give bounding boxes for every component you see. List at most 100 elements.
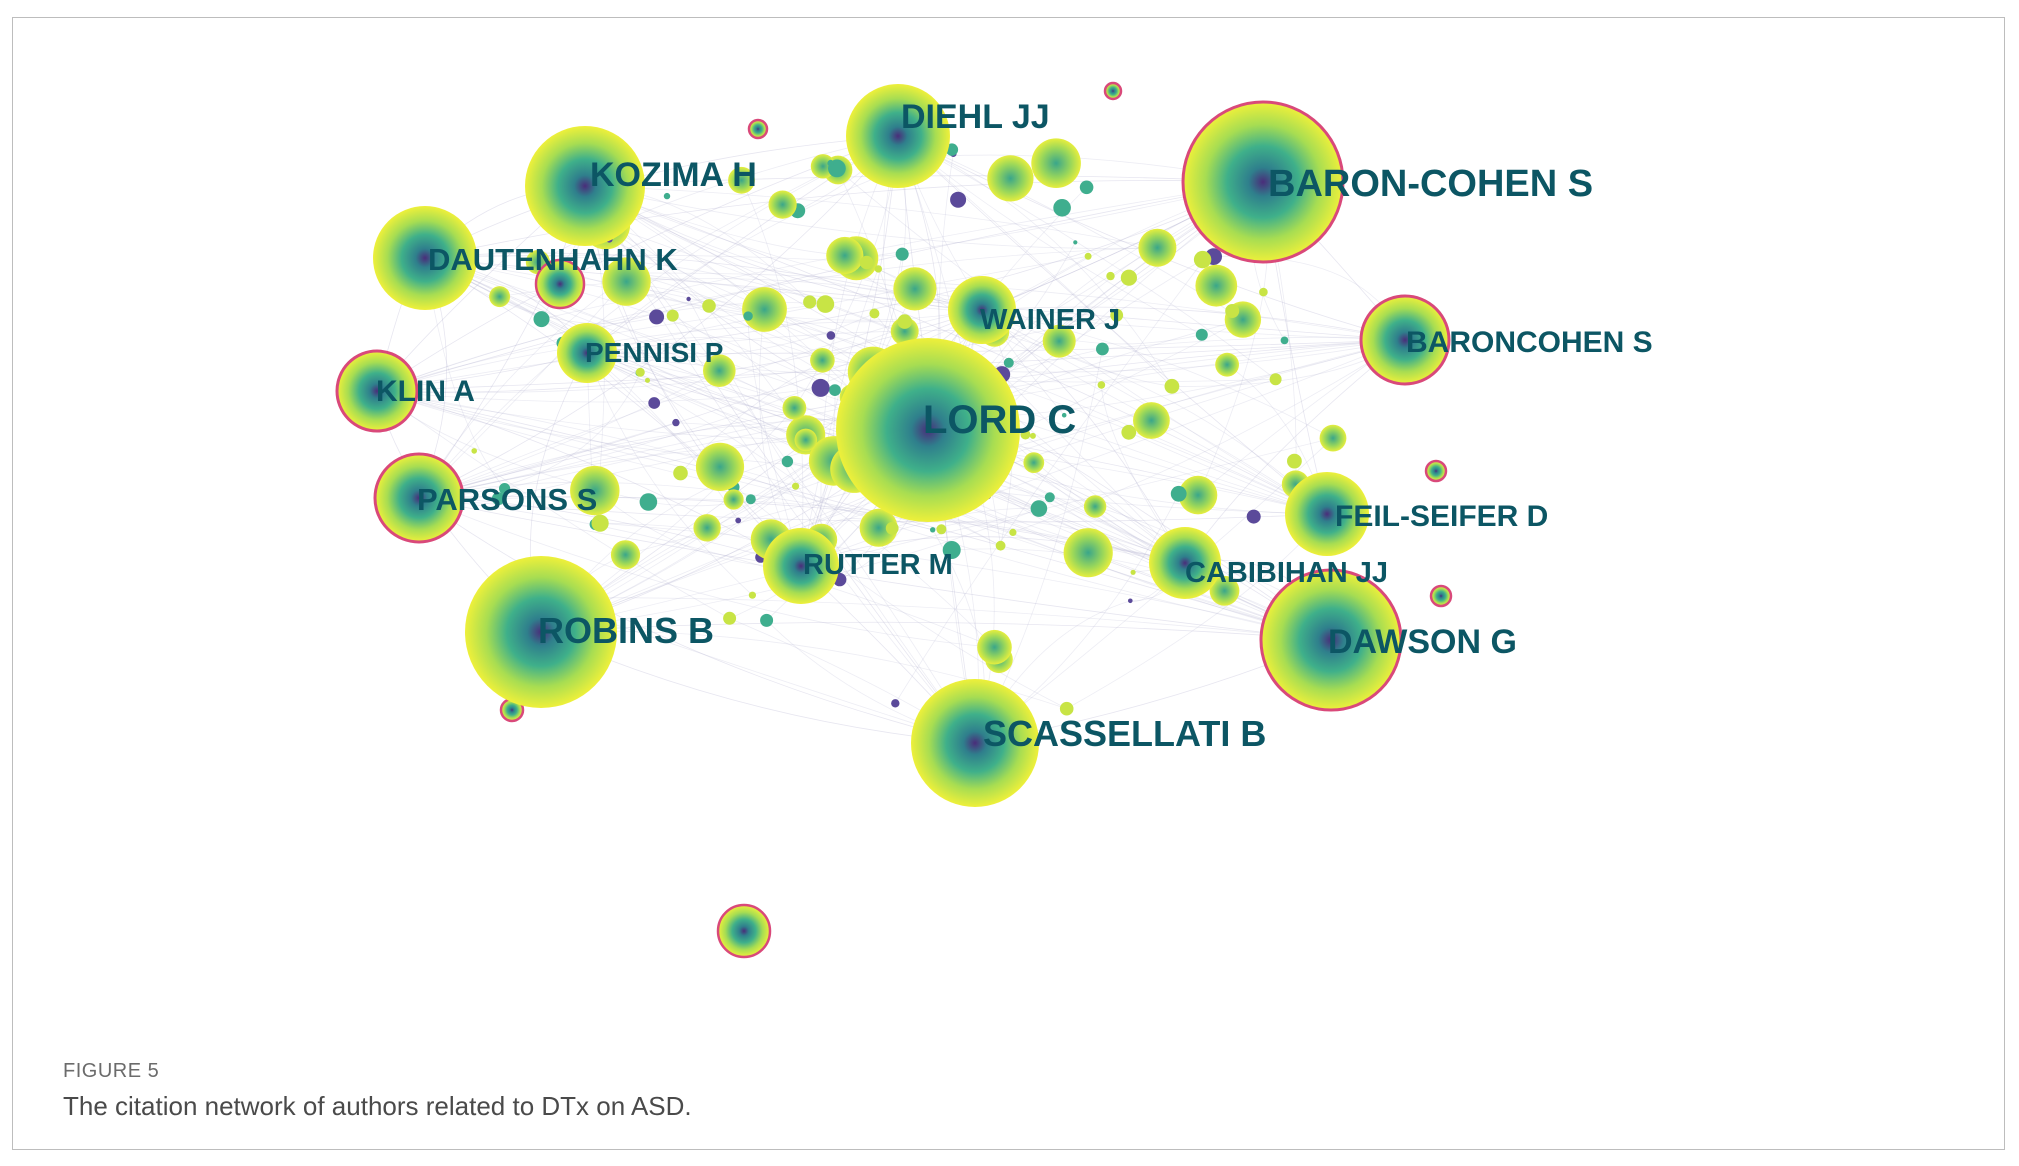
citation-edge	[418, 348, 1103, 499]
minor-author-node	[893, 267, 937, 311]
author-label-rutter-m: RUTTER M	[803, 549, 953, 581]
minor-author-node	[663, 192, 671, 200]
major-node-layer	[335, 84, 1451, 807]
ringed-author-node	[716, 903, 772, 959]
minor-author-node	[995, 540, 1006, 551]
minor-author-node	[1073, 240, 1078, 245]
minor-author-node	[672, 418, 680, 427]
minor-author-node	[1009, 528, 1017, 536]
minor-author-node	[1215, 352, 1239, 377]
minor-author-node	[1246, 509, 1261, 524]
author-node-pennisi-p	[557, 323, 617, 383]
citation-edge	[540, 621, 1332, 641]
citation-edge	[418, 497, 1332, 641]
minor-author-node	[1193, 250, 1212, 269]
citation-edge	[584, 185, 998, 303]
citation-edge	[424, 257, 795, 409]
minor-author-node	[723, 611, 737, 625]
citation-edge	[586, 336, 823, 361]
minor-author-node	[942, 541, 961, 559]
author-node-klin-a	[335, 349, 419, 433]
citation-edge	[418, 497, 995, 648]
minor-author-node	[1106, 271, 1115, 281]
minor-author-node	[1133, 402, 1170, 439]
minor-author-node	[1195, 328, 1208, 341]
citation-edge	[932, 519, 1186, 564]
minor-author-node	[781, 455, 794, 468]
author-node-rutter-m	[763, 528, 839, 604]
citation-edge	[376, 330, 997, 392]
minor-author-node	[635, 367, 645, 377]
minor-author-node	[649, 309, 665, 325]
minor-author-node	[645, 377, 650, 383]
minor-author-node	[768, 190, 797, 219]
citation-edge	[981, 309, 1186, 564]
minor-author-node	[1084, 252, 1092, 260]
minor-author-node	[1280, 336, 1289, 345]
minor-author-node	[885, 521, 899, 535]
author-label-baron-cohen-s: BARON-COHEN S	[1268, 163, 1593, 205]
minor-author-node	[1003, 357, 1014, 368]
citation-edge	[376, 247, 1158, 392]
citation-edge	[584, 185, 998, 303]
minor-author-node	[1225, 304, 1240, 318]
author-label-klin-a: KLIN A	[376, 375, 475, 408]
minor-author-node	[1059, 701, 1074, 716]
minor-author-node	[816, 295, 835, 313]
citation-edge	[584, 185, 1158, 249]
author-label-parsons-s: PARSONS S	[417, 482, 597, 517]
minor-author-node	[950, 191, 967, 208]
citation-edge	[586, 313, 875, 359]
citation-edge	[586, 181, 1264, 354]
minor-author-node	[748, 591, 757, 599]
minor-author-node	[826, 331, 836, 340]
citation-edge	[800, 181, 1264, 567]
minor-author-node	[1269, 373, 1282, 386]
citation-edge	[418, 497, 976, 744]
minor-author-node	[602, 257, 651, 306]
citation-edge	[376, 390, 802, 567]
citation-edge	[586, 352, 995, 648]
minor-author-node	[803, 295, 817, 309]
minor-author-node	[987, 155, 1034, 202]
citation-edge	[1012, 339, 1406, 533]
minor-author-node	[811, 378, 830, 397]
minor-author-node	[859, 508, 898, 547]
minor-author-node	[1083, 495, 1107, 518]
author-label-dautenhahn-k: DAUTENHAHN K	[428, 242, 678, 277]
minor-author-node	[1030, 500, 1048, 517]
citation-edge	[586, 255, 1089, 354]
ringed-author-node	[534, 258, 586, 310]
minor-author-node	[895, 247, 909, 261]
minor-author-node	[743, 311, 753, 321]
ringed-author-node	[747, 118, 769, 140]
citation-edge	[584, 185, 1158, 249]
minor-author-node	[897, 314, 912, 329]
author-node-lord-c	[836, 338, 1020, 522]
citation-edge	[424, 180, 1264, 259]
minor-author-node	[792, 482, 800, 490]
author-label-cabibihan-jj: CABIBIHAN JJ	[1185, 557, 1388, 589]
minor-author-node	[1042, 324, 1076, 358]
minor-author-node	[742, 287, 787, 332]
author-node-kozima-h	[525, 126, 645, 246]
author-label-pennisi-p: PENNISI P	[585, 337, 723, 368]
citation-network-diagram: LORD C BARON-COHEN S ROBINS B DAWSON G SCASS…	[335, 81, 1653, 959]
minor-author-node	[723, 489, 744, 510]
citation-edge	[418, 481, 933, 531]
minor-author-node	[1031, 138, 1081, 188]
citation-edge	[962, 462, 1328, 515]
minor-author-node	[570, 465, 620, 516]
minor-author-node	[810, 348, 835, 373]
author-node-parsons-s	[373, 452, 465, 544]
minor-author-node	[489, 286, 511, 308]
citation-edge	[424, 254, 867, 263]
minor-author-node	[1164, 378, 1180, 394]
minor-author-node	[1063, 528, 1113, 578]
minor-author-node	[666, 309, 679, 322]
citation-edge	[894, 181, 1264, 704]
citation-edge	[631, 272, 1406, 341]
author-label-feil-seifer-d: FEIL-SEIFER D	[1335, 500, 1548, 533]
minor-author-node	[1259, 287, 1268, 297]
minor-author-node	[869, 308, 880, 319]
